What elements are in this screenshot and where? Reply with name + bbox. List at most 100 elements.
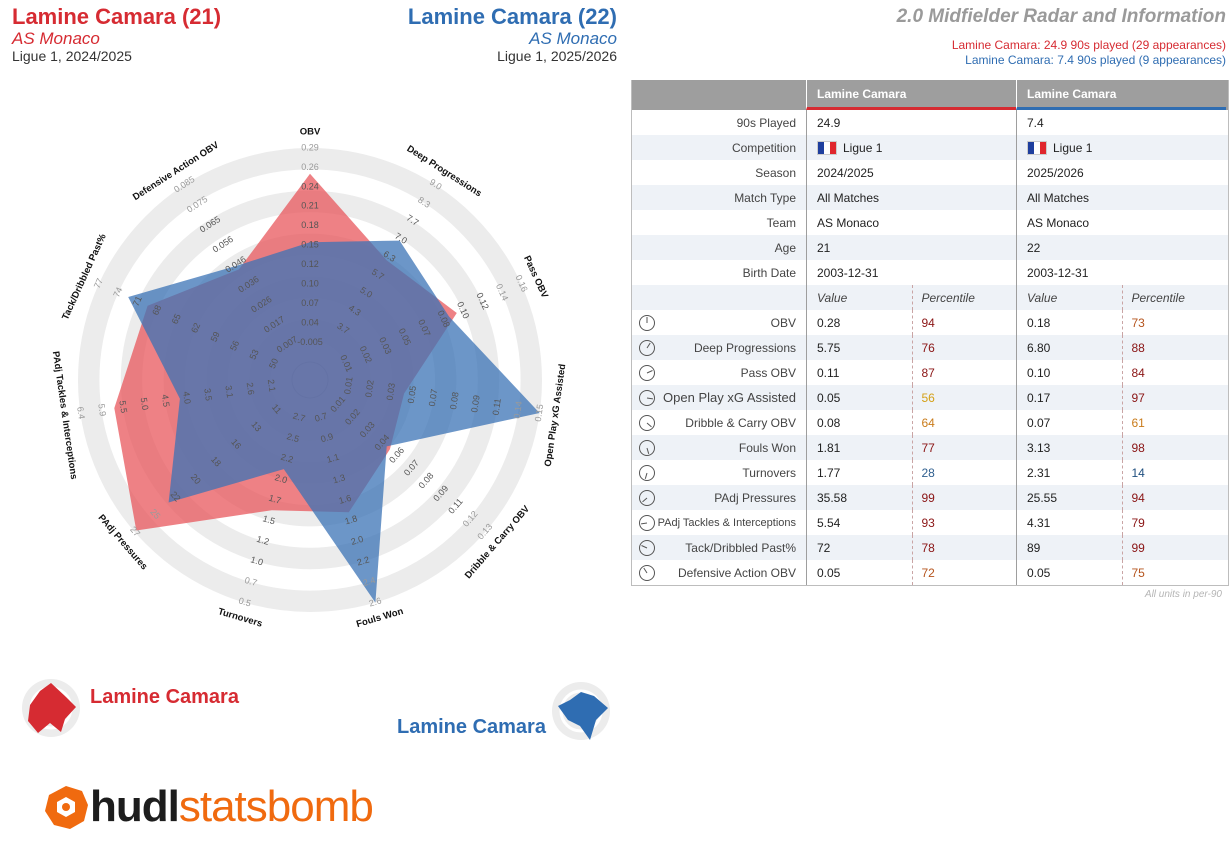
player2-name: Lamine Camara (22)	[407, 4, 617, 29]
subheader-player1: Value Percentile	[806, 285, 1016, 310]
radar-tick-label: 0.9	[320, 431, 335, 444]
stat-percentile: 94	[1121, 485, 1227, 510]
stat-gauge-icon	[639, 440, 655, 456]
stat-player1: 0.08 64	[806, 410, 1016, 435]
table-subheader-row: Value Percentile Value Percentile	[632, 285, 1228, 310]
stat-percentile: 75	[1121, 560, 1227, 585]
info-label: Season	[755, 165, 796, 180]
stat-value: 0.10	[1027, 365, 1051, 380]
radar-tick-label: 0.5	[237, 595, 252, 608]
info-text: 2024/2025	[817, 165, 874, 180]
info-label: Team	[766, 215, 796, 230]
stat-percentile: 77	[911, 435, 1017, 460]
stat-value: 0.17	[1027, 390, 1051, 405]
player1-season: Ligue 1, 2024/2025	[12, 48, 132, 64]
table-header-row: Lamine Camara Lamine Camara	[632, 80, 1228, 110]
stat-percentile: 93	[911, 510, 1017, 535]
table-row: Deep Progressions 5.75 76 6.80 88	[632, 335, 1228, 360]
radar-tick-label: 2.6	[245, 382, 257, 396]
radar-tick-label: 0.09	[469, 394, 481, 413]
stat-percentile: 94	[911, 310, 1017, 335]
subheader-player2: Value Percentile	[1016, 285, 1226, 310]
info-label: Competition	[731, 140, 796, 155]
stat-label-text: Fouls Won	[738, 440, 796, 455]
table-row: Turnovers 1.77 28 2.31 14	[632, 460, 1228, 485]
radar-tick-label: 2.0	[274, 472, 289, 485]
logo-text-hudl: hudl	[90, 782, 180, 831]
table-row: Defensive Action OBV 0.05 72 0.05 75	[632, 560, 1228, 585]
stat-player1: 0.11 87	[806, 360, 1016, 385]
stat-percentile: 61	[1121, 410, 1227, 435]
stat-gauge-icon	[639, 465, 655, 481]
stat-percentile: 99	[1121, 535, 1227, 560]
table-row: Open Play xG Assisted 0.05 56 0.17 97	[632, 385, 1228, 410]
info-value-player2: 7.4	[1016, 110, 1226, 135]
player1-legend-icon	[22, 679, 80, 737]
table-row: Pass OBV 0.11 87 0.10 84	[632, 360, 1228, 385]
hudl-statsbomb-logo: hudl statsbomb	[42, 782, 374, 831]
stat-value: 4.31	[1027, 515, 1051, 530]
radar-axis-label: Fouls Won	[355, 606, 405, 630]
radar-tick-label: 27	[128, 524, 142, 538]
radar-tick-label: 0.14	[512, 401, 524, 420]
radar-tick-label: 0.18	[301, 220, 319, 230]
stat-player1: 0.05 56	[806, 385, 1016, 410]
radar-tick-label: 0.07	[427, 388, 439, 407]
comparison-table: Lamine Camara Lamine Camara 90s Played 24…	[631, 80, 1229, 586]
radar-tick-label: 2.1	[266, 379, 278, 393]
info-text: All Matches	[1027, 190, 1090, 205]
info-text: 2003-12-31	[1027, 265, 1089, 280]
radar-tick-label: 1.1	[326, 452, 341, 465]
stat-percentile: 99	[911, 485, 1017, 510]
table-row: Fouls Won 1.81 77 3.13 98	[632, 435, 1228, 460]
stat-percentile: 64	[911, 410, 1017, 435]
radar-tick-label: 0.21	[301, 201, 319, 211]
radar-tick-label: 0.24	[301, 181, 319, 191]
radar-tick-label: -0.005	[297, 337, 323, 347]
radar-tick-label: 5.5	[117, 400, 129, 414]
radar-tick-label: 1.5	[262, 513, 277, 526]
stat-player1: 1.81 77	[806, 435, 1016, 460]
info-value-player2: All Matches	[1016, 185, 1226, 210]
radar-tick-label: 1.7	[268, 493, 283, 506]
stat-player1: 5.75 76	[806, 335, 1016, 360]
stat-player2: 0.07 61	[1016, 410, 1226, 435]
stat-label-text: Defensive Action OBV	[677, 565, 796, 580]
stat-player1: 35.58 99	[806, 485, 1016, 510]
stat-value: 6.80	[1027, 340, 1051, 355]
radar-tick-label: 71	[131, 295, 144, 308]
radar-series-2	[128, 240, 540, 603]
table-row: PAdj Pressures 35.58 99 25.55 94	[632, 485, 1228, 510]
radar-tick-label: 5.0	[139, 397, 151, 411]
stat-percentile: 87	[911, 360, 1017, 385]
radar-tick-label: 59	[209, 330, 222, 343]
radar-tick-label: 2.0	[350, 534, 365, 547]
stat-label-text: OBV	[770, 315, 796, 330]
radar-tick-label: 2.2	[280, 452, 295, 465]
subheader-value: Value	[817, 290, 848, 305]
stat-label: Fouls Won	[632, 435, 806, 460]
stat-label: Turnovers	[632, 460, 806, 485]
stat-value: 25.55	[1027, 490, 1058, 505]
stat-label: PAdj Pressures	[632, 485, 806, 510]
info-value-player1: 24.9	[806, 110, 1016, 135]
info-text: 7.4	[1027, 115, 1044, 130]
info-value-player2: AS Monaco	[1016, 210, 1226, 235]
info-text: AS Monaco	[817, 215, 880, 230]
radar-tick-label: 74	[111, 286, 124, 299]
stat-player1: 1.77 28	[806, 460, 1016, 485]
radar-tick-label: 3.5	[202, 388, 214, 402]
radar-tick-label: 0.29	[301, 142, 319, 152]
info-text: AS Monaco	[1027, 215, 1090, 230]
stat-label-text: PAdj Tackles & Interceptions	[657, 516, 796, 529]
radar-tick-label: 0.03	[385, 382, 397, 401]
stat-player2: 4.31 79	[1016, 510, 1226, 535]
table-row: Season 2024/2025 2025/2026	[632, 160, 1228, 185]
table-header-player1: Lamine Camara	[806, 80, 1016, 110]
table-row: PAdj Tackles & Interceptions 5.54 93 4.31 79	[632, 510, 1228, 535]
player1-team: AS Monaco	[12, 29, 100, 48]
stat-gauge-icon	[639, 315, 655, 331]
stat-value: 0.05	[817, 390, 841, 405]
player1-legend-label: Lamine Camara	[90, 686, 239, 708]
info-text: 2003-12-31	[817, 265, 879, 280]
